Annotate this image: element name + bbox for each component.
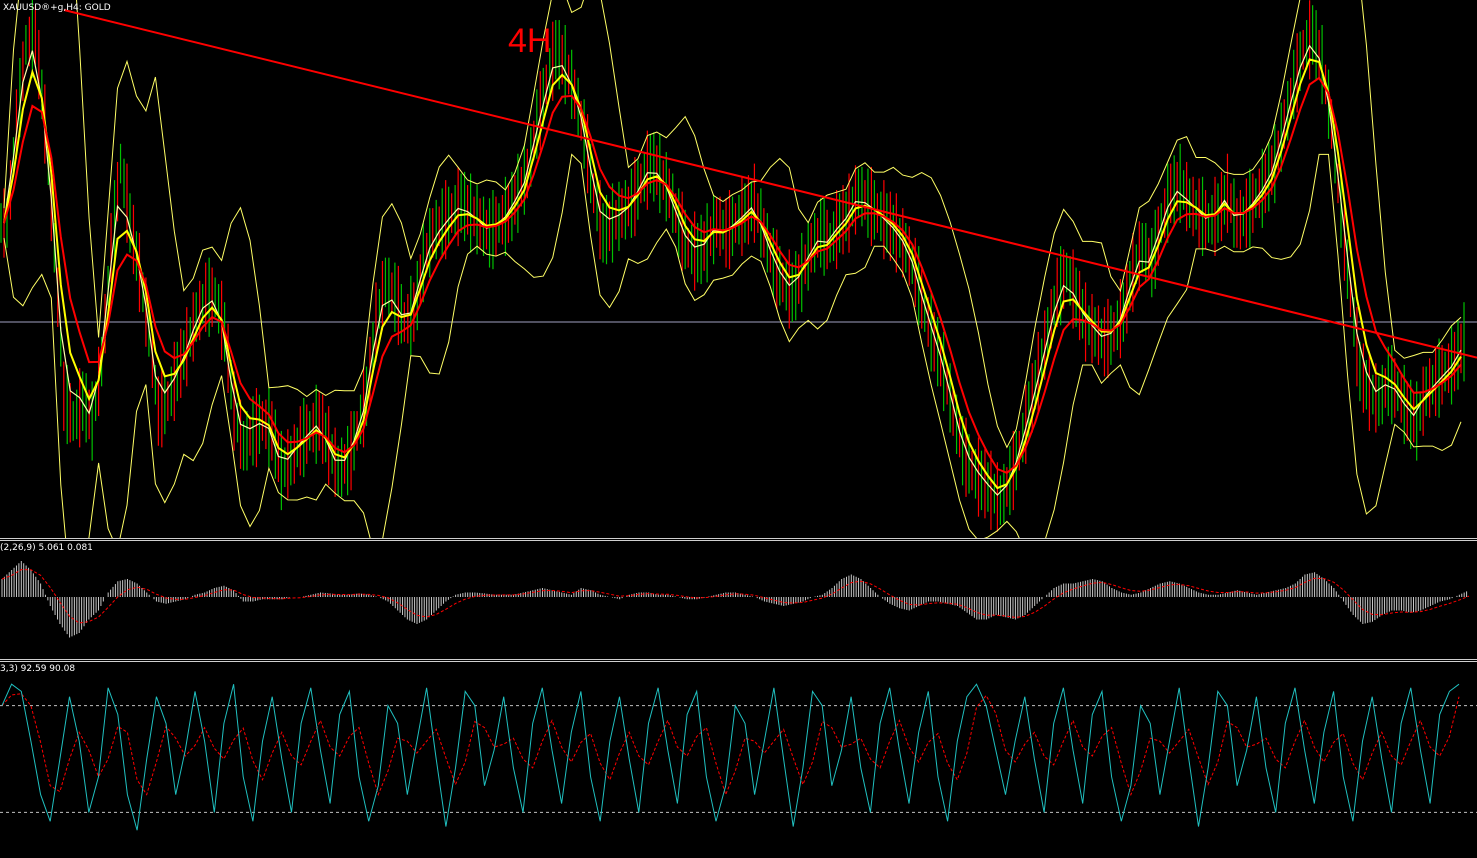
- trendline: [63, 9, 1477, 359]
- stochastic-pane[interactable]: 3,3) 92.59 90.08: [0, 662, 1477, 858]
- ma-fast: [3, 44, 1462, 496]
- macd-indicator-label: (2,26,9) 5.061 0.081: [0, 543, 93, 553]
- price-chart-svg: [0, 0, 1477, 538]
- ma-yellow: [3, 58, 1462, 490]
- stochastic-indicator-label: 3,3) 92.59 90.08: [0, 664, 76, 674]
- stochastic-svg: [0, 683, 1477, 831]
- pane-divider-2b: [0, 661, 1477, 662]
- ma-red: [3, 76, 1462, 474]
- stochastic-main-line: [1, 683, 1460, 831]
- macd-svg: [1, 561, 1470, 638]
- price-chart-pane[interactable]: XAUUSD®+g,H4: GOLD 4H: [0, 0, 1477, 538]
- upper-band: [3, 0, 1462, 449]
- pane-divider-1b: [0, 540, 1477, 541]
- timeframe-annotation: 4H: [508, 22, 552, 60]
- lower-band: [3, 153, 1462, 538]
- macd-signal-line: [1, 569, 1470, 624]
- pane-divider-1[interactable]: [0, 538, 1477, 539]
- symbol-label: XAUUSD®+g,H4: GOLD: [3, 3, 111, 13]
- macd-pane[interactable]: (2,26,9) 5.061 0.081: [0, 541, 1477, 659]
- pane-divider-2[interactable]: [0, 659, 1477, 660]
- stochastic-signal-line: [1, 693, 1460, 797]
